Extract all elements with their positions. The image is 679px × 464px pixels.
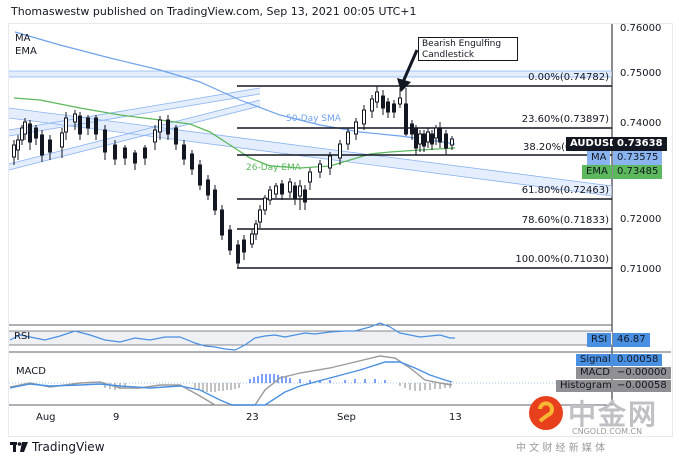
watermark-cn-small: 中 文 财 经 新 媒 体 xyxy=(516,443,606,454)
histogram-tag: Histogram xyxy=(556,380,616,392)
cngold-logo-icon xyxy=(529,396,563,430)
tradingview-icon xyxy=(10,442,28,452)
macd-value-tag: −0.00000 xyxy=(613,367,671,379)
y-tick: 0.72000 xyxy=(620,214,662,225)
y-tick: 0.75000 xyxy=(620,68,662,79)
sma-annotation: 50-Day SMA xyxy=(286,114,341,124)
x-tick: 9 xyxy=(113,412,120,423)
fib-label-78: 78.60%(0.71833) xyxy=(521,215,609,226)
chart-frame xyxy=(8,23,673,437)
rsi-tag: RSI xyxy=(587,333,612,347)
ma-value-tag: 0.73575 xyxy=(613,151,663,165)
candles xyxy=(12,86,454,268)
histogram-value-tag: −0.00058 xyxy=(613,380,671,392)
x-tick: Sep xyxy=(337,412,356,423)
symbol-tag: AUDUSD xyxy=(566,137,622,151)
signal-line xyxy=(9,361,453,406)
legend-ma[interactable]: MA xyxy=(15,33,31,44)
y-tick: 0.74000 xyxy=(620,118,662,129)
legend-ema[interactable]: EMA xyxy=(15,46,37,57)
fib-label-38: 38.20%(0.73 xyxy=(523,142,588,153)
rsi-value-tag: 46.87 xyxy=(613,333,650,347)
ma-tag: MA xyxy=(587,151,611,165)
watermark-cn-big: 中金网 xyxy=(568,398,659,431)
signal-value-tag: 0.00058 xyxy=(613,354,663,366)
symbol-price-tag: 0.73638 xyxy=(613,137,667,151)
fib-label-23: 23.60%(0.73897) xyxy=(521,114,609,125)
rsi-line xyxy=(9,322,455,351)
macd-tag: MACD xyxy=(576,367,614,379)
sma-line xyxy=(14,31,456,145)
callout-arrow xyxy=(397,49,419,92)
macd-line xyxy=(9,355,453,406)
tradingview-logo[interactable]: TradingView xyxy=(10,440,105,454)
watermark-domain: CNGOLD.COM.CN xyxy=(572,427,643,436)
ema-value-tag: 0.73485 xyxy=(613,165,663,179)
x-tick: 23 xyxy=(246,412,259,423)
ema-annotation: 26-Day EMA xyxy=(246,163,301,173)
fib-label-100: 100.00%(0.71030) xyxy=(515,254,609,265)
bearish-engulfing-callout[interactable]: Bearish Engulfing Candlestick xyxy=(418,37,518,61)
x-tick: Aug xyxy=(36,412,56,423)
ema-line xyxy=(13,97,456,169)
y-tick: 0.71000 xyxy=(620,264,662,275)
macd-label[interactable]: MACD xyxy=(16,366,46,377)
signal-tag: Signal xyxy=(576,354,615,366)
publish-info: Thomaswestw published on TradingView.com… xyxy=(11,5,417,18)
y-tick: 0.76000 xyxy=(620,23,662,34)
x-tick: 13 xyxy=(449,412,462,423)
tradingview-brand: TradingView xyxy=(32,440,105,454)
fib-label-61: 61.80%(0.72463) xyxy=(521,185,609,196)
rsi-label[interactable]: RSI xyxy=(14,331,31,342)
ema-tag: EMA xyxy=(582,165,612,179)
fib-label-0: 0.00%(0.74782) xyxy=(528,72,609,83)
